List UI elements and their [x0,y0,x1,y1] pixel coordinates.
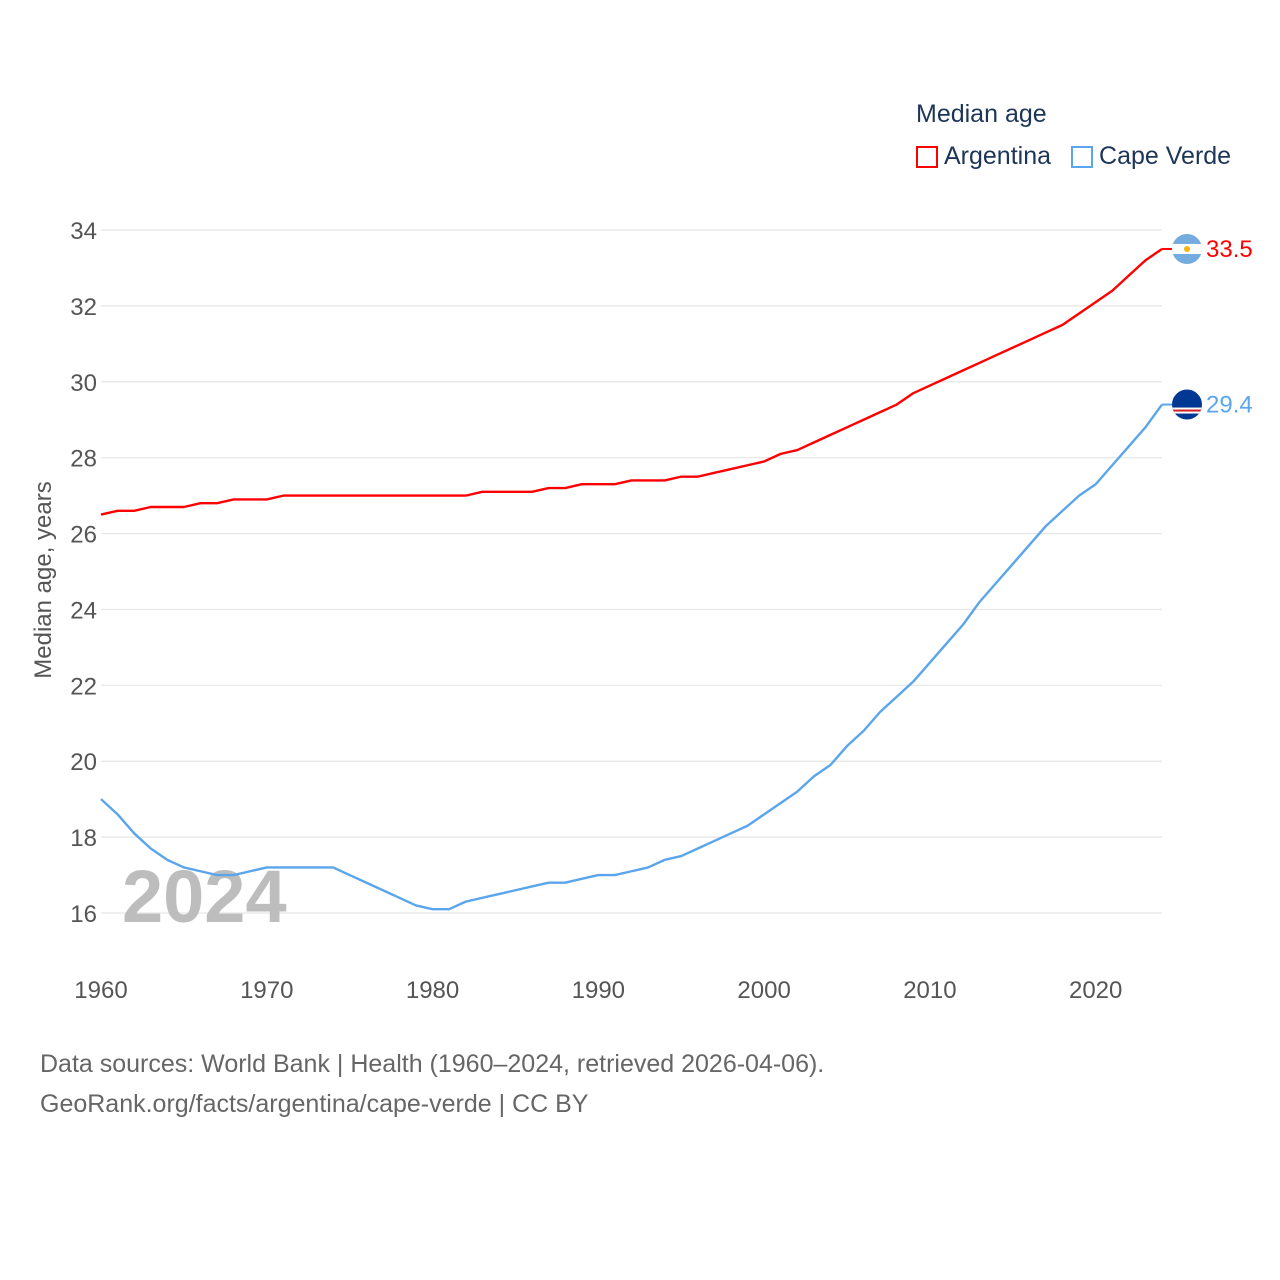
attribution-link[interactable]: GeoRank.org/facts/argentina/cape-verde |… [40,1090,589,1118]
legend: Argentina Cape Verde [916,142,1231,171]
end-value-label: 29.4 [1206,392,1253,419]
y-tick-label: 30 [70,370,97,397]
end-value-label: 33.5 [1206,236,1253,263]
legend-item-cape-verde[interactable]: Cape Verde [1071,142,1231,171]
footer: Data sources: World Bank | Health (1960–… [40,1044,824,1124]
series-line-argentina[interactable] [100,247,1163,516]
legend-swatch-cape-verde [1071,145,1094,168]
x-tick-label: 2000 [737,977,790,1004]
x-tick-label: 2020 [1069,977,1122,1004]
legend-item-argentina[interactable]: Argentina [916,142,1051,171]
legend-title: Median age [916,100,1047,128]
legend-swatch-argentina [916,145,938,168]
legend-label: Argentina [944,142,1052,170]
y-tick-label: 26 [70,522,97,549]
cape-verde-flag-icon [1172,389,1202,420]
y-tick-label: 20 [70,749,97,776]
x-tick-label: 1980 [406,977,459,1004]
legend-label: Cape Verde [1099,142,1232,170]
y-axis-label: Median age, years [30,481,57,678]
y-tick-label: 16 [70,901,97,928]
y-tick-label: 32 [70,294,97,321]
data-source: Data sources: World Bank | Health (1960–… [40,1050,825,1078]
argentina-flag-icon [1172,233,1202,264]
y-tick-label: 34 [70,218,97,245]
y-tick-label: 28 [70,446,97,473]
x-tick-label: 1960 [74,977,127,1004]
y-tick-label: 18 [70,825,97,852]
y-tick-label: 22 [70,673,97,700]
x-tick-label: 1970 [240,977,293,1004]
x-tick-label: 2010 [903,977,956,1004]
y-tick-label: 24 [70,597,97,624]
x-tick-label: 1990 [572,977,625,1004]
series-line-cape-verde[interactable] [100,403,1163,911]
